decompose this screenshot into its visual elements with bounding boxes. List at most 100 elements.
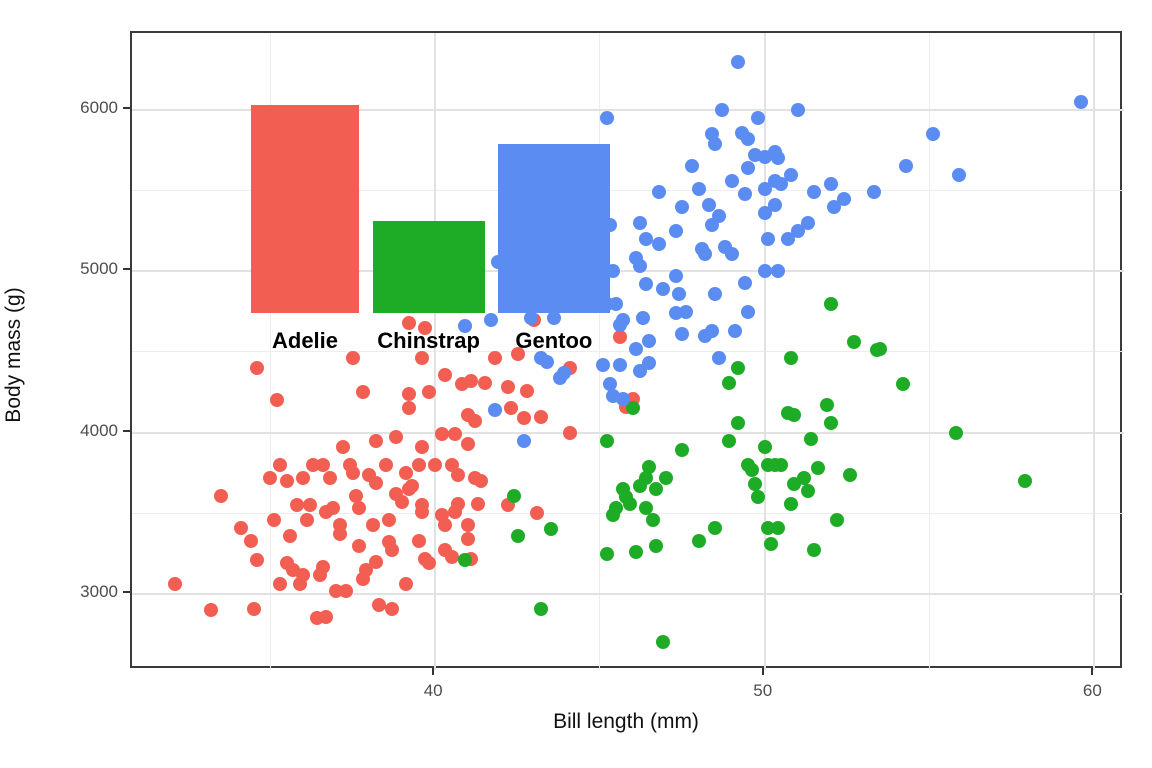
scatter-point-chinstrap [764,536,779,551]
scatter-point-adelie [395,495,410,510]
scatter-point-gentoo [757,149,772,164]
bar-label-chinstrap: Chinstrap [377,327,480,353]
scatter-point-adelie [352,538,367,553]
scatter-point-adelie [279,474,294,489]
scatter-point-gentoo [596,357,611,372]
scatter-point-gentoo [698,246,713,261]
scatter-point-chinstrap [747,477,762,492]
scatter-point-gentoo [556,365,571,380]
scatter-point-adelie [464,374,479,389]
x-major-gridline [763,33,766,670]
scatter-point-chinstrap [770,520,785,535]
scatter-point-gentoo [761,232,776,247]
scatter-point-chinstrap [803,432,818,447]
scatter-point-adelie [250,553,265,568]
scatter-point-adelie [461,517,476,532]
scatter-point-gentoo [770,151,785,166]
scatter-point-chinstrap [457,553,472,568]
scatter-point-gentoo [826,199,841,214]
scatter-point-chinstrap [820,398,835,413]
y-axis-title: Body mass (g) [2,287,25,423]
scatter-point-adelie [415,504,430,519]
scatter-point-gentoo [952,167,967,182]
scatter-point-adelie [339,583,354,598]
x-tick-label: 60 [1082,681,1102,700]
y-tick-label: 5000 [80,259,118,279]
scatter-point-adelie [474,474,489,489]
scatter-point-adelie [467,414,482,429]
scatter-point-gentoo [629,341,644,356]
scatter-point-gentoo [599,111,614,126]
scatter-point-chinstrap [658,470,673,485]
y-major-gridline [132,431,1124,434]
scatter-point-gentoo [484,312,499,327]
scatter-point-adelie [233,520,248,535]
scatter-point-gentoo [652,185,667,200]
scatter-point-adelie [293,577,308,592]
scatter-point-chinstrap [787,407,802,422]
scatter-point-chinstrap [533,601,548,616]
y-major-gridline [132,108,1124,111]
bar-adelie [250,105,360,314]
scatter-point-gentoo [836,191,851,206]
scatter-point-gentoo [741,132,756,146]
scatter-point-chinstrap [507,488,522,503]
scatter-point-adelie [273,457,288,472]
scatter-point-adelie [385,601,400,616]
scatter-point-gentoo [675,327,690,342]
y-minor-gridline [132,351,1124,353]
scatter-point-adelie [461,436,476,451]
scatter-point-gentoo [457,319,472,334]
scatter-point-gentoo [925,127,940,142]
scatter-point-adelie [368,433,383,448]
scatter-point-adelie [326,501,341,516]
scatter-point-adelie [204,603,219,618]
scatter-point-chinstrap [655,635,670,650]
scatter-point-adelie [302,498,317,513]
scatter-point-adelie [500,380,515,395]
scatter-point-adelie [415,351,430,366]
scatter-point-adelie [368,554,383,569]
scatter-point-gentoo [741,161,756,176]
scatter-point-gentoo [737,186,752,201]
scatter-point-chinstrap [629,545,644,560]
scatter-point-adelie [246,601,261,616]
y-tick-label: 3000 [80,582,118,601]
scatter-point-gentoo [609,296,624,311]
scatter-point-adelie [167,577,182,592]
scatter-point-adelie [319,609,334,624]
scatter-point-chinstrap [645,512,660,527]
scatter-point-adelie [263,470,278,485]
scatter-point-adelie [411,457,426,472]
x-major-gridline [1093,33,1096,670]
scatter-point-gentoo [642,356,657,371]
scatter-point-adelie [243,533,258,548]
scatter-point-chinstrap [625,401,640,416]
scatter-point-gentoo [672,286,687,301]
y-tick-label: 4000 [80,420,118,440]
scatter-point-chinstrap [751,490,766,505]
scatter-point-gentoo [737,275,752,290]
scatter-point-chinstrap [731,361,746,376]
scatter-point-adelie [451,467,466,482]
scatter-point-gentoo [639,277,654,292]
scatter-point-gentoo [899,159,914,174]
scatter-point-gentoo [523,311,538,326]
y-tick-mark [123,591,130,593]
scatter-point-gentoo [823,177,838,192]
scatter-point-adelie [487,351,502,366]
scatter-point-adelie [510,346,525,361]
scatter-point-adelie [533,409,548,424]
scatter-point-adelie [421,556,436,571]
scatter-point-gentoo [701,198,716,213]
scatter-point-gentoo [655,282,670,297]
scatter-point-gentoo [540,354,555,369]
scatter-point-gentoo [635,311,650,326]
scatter-point-gentoo [487,403,502,418]
x-axis-title: Bill length (mm) [553,710,699,733]
scatter-point-adelie [461,532,476,547]
y-tick-mark [123,429,130,432]
scatter-point-chinstrap [843,467,858,482]
scatter-point-gentoo [685,159,700,174]
scatter-point-adelie [428,457,443,472]
